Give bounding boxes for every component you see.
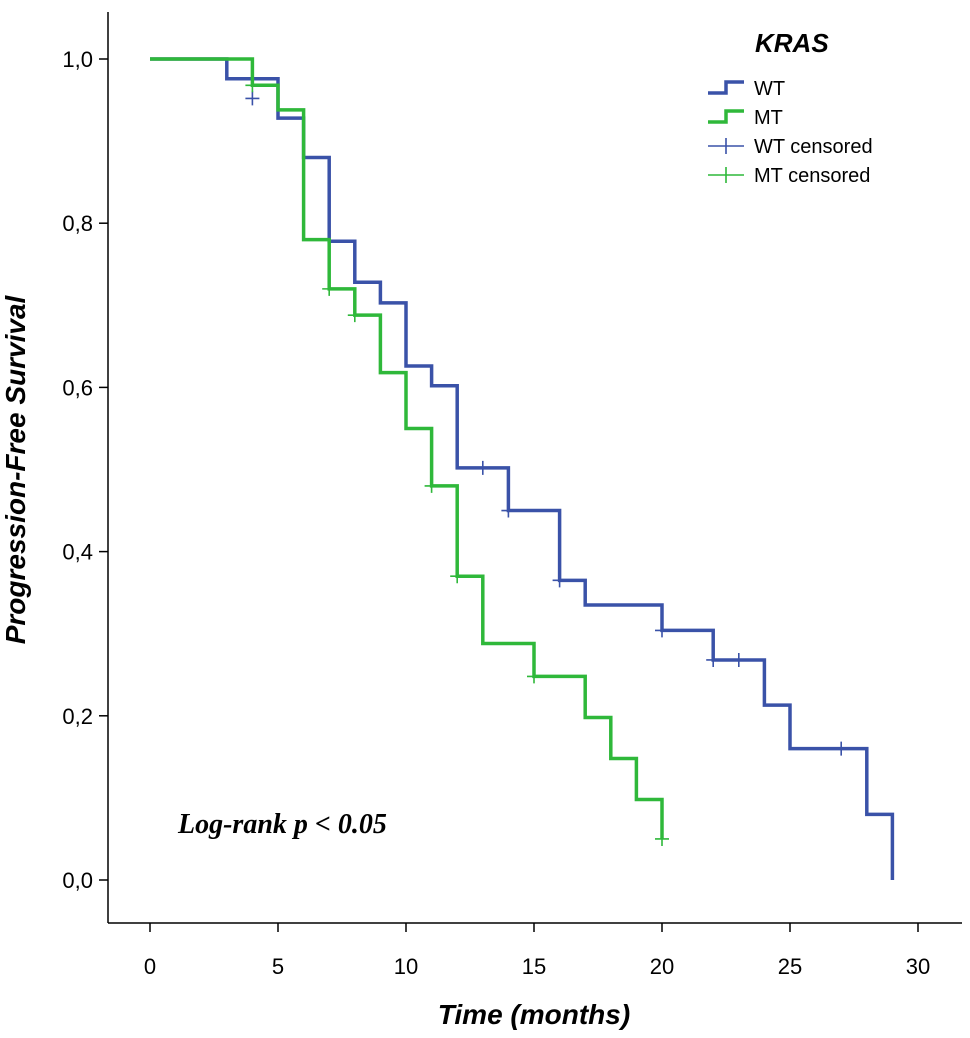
y-tick-label: 0,6: [62, 375, 93, 400]
legend-swatch-mt-censored: [708, 167, 744, 183]
x-tick-label: 15: [522, 954, 546, 979]
x-tick-label: 30: [906, 954, 930, 979]
series-mt-line: [150, 57, 664, 839]
y-axis-ticks: 0,0 0,2 0,4 0,6 0,8 1,0: [62, 47, 108, 893]
y-tick-label: 1,0: [62, 47, 93, 72]
legend-label-wt: WT: [754, 78, 785, 100]
legend-label-mt: MT: [754, 107, 783, 129]
legend-swatch-wt-censored: [708, 138, 744, 154]
y-tick-label: 0,4: [62, 540, 93, 565]
x-tick-label: 25: [778, 954, 802, 979]
y-tick-label: 0,0: [62, 868, 93, 893]
legend-swatch-wt: [708, 80, 744, 95]
series-wt-censor-mark: [552, 573, 567, 588]
series-wt-censor-mark: [834, 741, 849, 756]
y-tick-label: 0,8: [62, 211, 93, 236]
x-tick-label: 20: [650, 954, 674, 979]
series-wt-censor-mark: [245, 91, 260, 106]
legend-label-mt-censored: MT censored: [754, 165, 870, 187]
series-mt-censor-mark: [424, 478, 439, 493]
x-tick-label: 10: [394, 954, 418, 979]
legend-label-wt-censored: WT censored: [754, 136, 873, 158]
x-tick-label: 0: [144, 954, 156, 979]
x-tick-label: 5: [272, 954, 284, 979]
legend-swatch-mt: [708, 109, 744, 124]
series-wt-censor-mark: [655, 623, 669, 638]
x-axis-ticks: 0 5 10 15 20 25 30: [144, 923, 930, 979]
y-tick-label: 0,2: [62, 704, 93, 729]
series-wt-censor-mark: [475, 460, 490, 475]
series-wt-censor-mark: [731, 652, 746, 667]
x-axis-title: Time (months): [438, 999, 630, 1030]
log-rank-annotation: Log-rank p < 0.05: [177, 809, 387, 840]
survival-curves: [150, 57, 895, 880]
legend: KRAS WT MT WT censored MT censored: [708, 28, 873, 187]
censor-marks: [245, 78, 849, 846]
series-mt-censor-mark: [450, 569, 465, 584]
series-wt-censor-mark: [706, 652, 721, 667]
series-mt-censor-mark: [527, 669, 541, 684]
series-mt-censor-mark: [245, 78, 260, 93]
axes: [107, 12, 962, 924]
series-wt-censor-mark: [501, 503, 516, 518]
series-mt-censor-mark: [322, 281, 337, 296]
series-mt-censor-mark: [655, 831, 669, 846]
series-mt-censor-mark: [347, 308, 362, 323]
legend-title: KRAS: [755, 28, 829, 58]
y-axis-title: Progression-Free Survival: [0, 294, 31, 644]
